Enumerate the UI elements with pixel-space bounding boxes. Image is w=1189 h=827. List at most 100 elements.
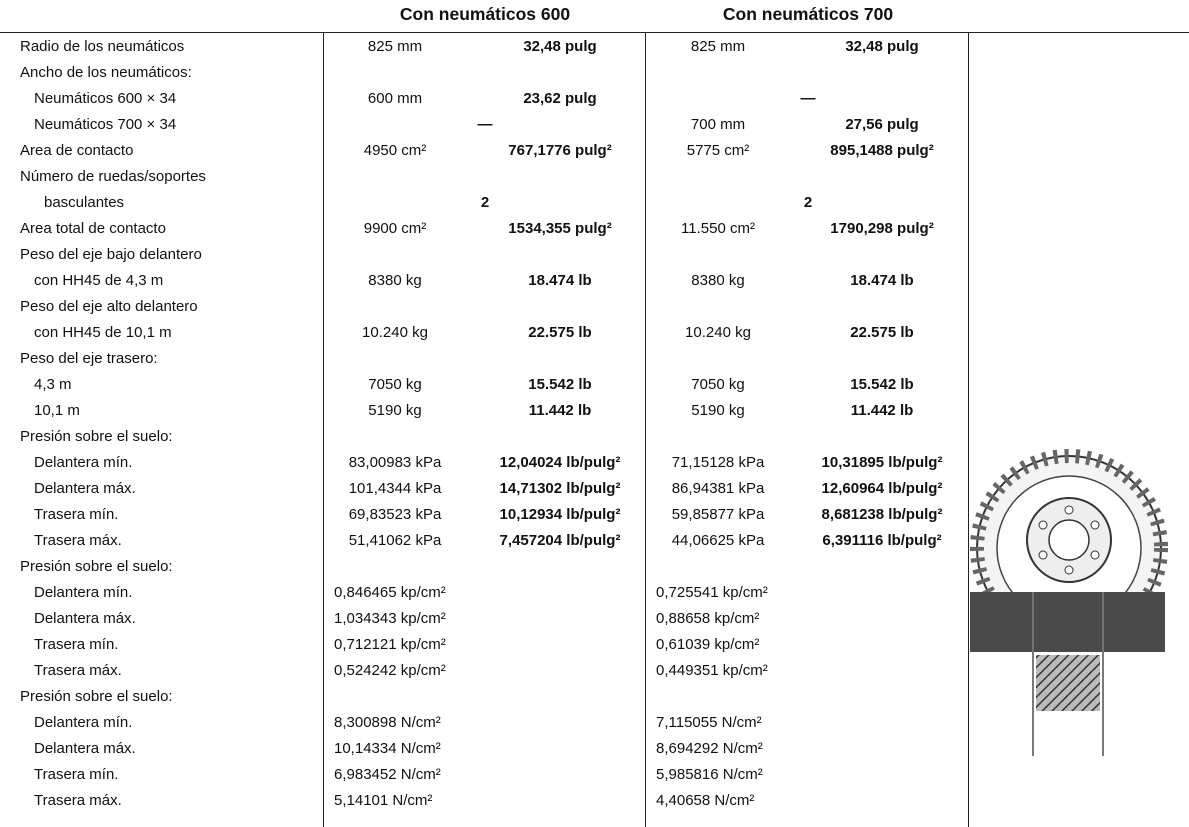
metric-value: 71,15128 kPa (671, 454, 765, 471)
column-header: Con neumáticos 700 (722, 4, 894, 24)
row-label: con HH45 de 10,1 m (34, 324, 172, 341)
row-label: Delantera mín. (34, 584, 133, 601)
metric-value: 10.240 kg (685, 324, 751, 341)
imperial-value: 15.542 lb (850, 376, 914, 393)
row-label: Presión sobre el suelo: (20, 558, 173, 575)
metric-value: 10,14334 N/cm² (334, 740, 441, 757)
column-rule (968, 32, 969, 827)
row-label: Peso del eje alto delantero (20, 298, 198, 315)
imperial-value: 10,12934 lb/pulg² (499, 506, 621, 523)
metric-value: 5,14101 N/cm² (334, 792, 433, 809)
metric-value: 51,41062 kPa (348, 532, 442, 549)
metric-value: 700 mm (690, 116, 746, 133)
metric-value: 0,61039 kp/cm² (656, 636, 760, 653)
metric-value: 825 mm (690, 38, 746, 55)
metric-value: 1,034343 kp/cm² (334, 610, 446, 627)
metric-value: 0,712121 kp/cm² (334, 636, 446, 653)
row-label: Presión sobre el suelo: (20, 688, 173, 705)
metric-value: 10.240 kg (362, 324, 428, 341)
imperial-value: 11.442 lb (850, 402, 914, 419)
row-label: Número de ruedas/soportes (20, 168, 206, 185)
imperial-value: 32,48 pulg (845, 38, 919, 55)
row-label: Neumáticos 600 × 34 (34, 90, 177, 107)
row-label: Area de contacto (20, 142, 134, 159)
metric-value: 8,300898 N/cm² (334, 714, 441, 731)
row-label: con HH45 de 4,3 m (34, 272, 164, 289)
metric-value: 101,4344 kPa (348, 480, 442, 497)
imperial-value: 8,681238 lb/pulg² (821, 506, 943, 523)
metric-value: 11.550 cm² (681, 220, 755, 237)
row-label: Peso del eje bajo delantero (20, 246, 202, 263)
row-label: Trasera mín. (34, 506, 119, 523)
imperial-value: 7,457204 lb/pulg² (499, 532, 621, 549)
imperial-value: 12,60964 lb/pulg² (821, 480, 943, 497)
metric-value: 44,06625 kPa (671, 532, 765, 549)
merged-value: — (800, 90, 816, 107)
column-rule (645, 32, 646, 827)
metric-value: 6,983452 N/cm² (334, 766, 441, 783)
metric-value: 69,83523 kPa (348, 506, 442, 523)
merged-value: — (477, 116, 493, 133)
metric-value: 0,524242 kp/cm² (334, 662, 446, 679)
row-label: Trasera máx. (34, 662, 122, 679)
row-label: Delantera mín. (34, 454, 133, 471)
metric-value: 5775 cm² (686, 142, 750, 159)
imperial-value: 767,1776 pulg² (508, 142, 612, 159)
metric-value: 83,00983 kPa (348, 454, 442, 471)
imperial-value: 6,391116 lb/pulg² (822, 532, 942, 549)
row-label: Delantera máx. (34, 610, 136, 627)
imperial-value: 10,31895 lb/pulg² (821, 454, 943, 471)
metric-value: 825 mm (367, 38, 423, 55)
metric-value: 9900 cm² (363, 220, 427, 237)
imperial-value: 1534,355 pulg² (508, 220, 612, 237)
metric-value: 5,985816 N/cm² (656, 766, 763, 783)
row-label: Trasera máx. (34, 792, 122, 809)
imperial-value: 14,71302 lb/pulg² (499, 480, 621, 497)
row-label: Peso del eje trasero: (20, 350, 158, 367)
row-label: Delantera máx. (34, 480, 136, 497)
metric-value: 600 mm (367, 90, 423, 107)
metric-value: 0,846465 kp/cm² (334, 584, 446, 601)
row-label: Area total de contacto (20, 220, 166, 237)
row-label: 10,1 m (34, 402, 80, 419)
row-label: Presión sobre el suelo: (20, 428, 173, 445)
row-label: Radio de los neumáticos (20, 38, 185, 55)
column-rule (323, 32, 324, 827)
metric-value: 8380 kg (368, 272, 422, 289)
metric-value: 7050 kg (368, 376, 422, 393)
column-header: Con neumáticos 600 (399, 4, 571, 24)
imperial-value: 22.575 lb (528, 324, 592, 341)
imperial-value: 18.474 lb (528, 272, 592, 289)
imperial-value: 1790,298 pulg² (830, 220, 934, 237)
row-label: Delantera mín. (34, 714, 133, 731)
row-label: basculantes (44, 194, 125, 211)
row-label: 4,3 m (34, 376, 72, 393)
imperial-value: 22.575 lb (850, 324, 914, 341)
header-rule (0, 32, 1189, 33)
merged-value: 2 (803, 194, 813, 211)
metric-value: 7050 kg (691, 376, 745, 393)
merged-value: 2 (480, 194, 490, 211)
metric-value: 4950 cm² (363, 142, 427, 159)
imperial-value: 23,62 pulg (523, 90, 597, 107)
row-label: Trasera mín. (34, 766, 119, 783)
metric-value: 0,449351 kp/cm² (656, 662, 768, 679)
imperial-value: 895,1488 pulg² (830, 142, 934, 159)
metric-value: 8,694292 N/cm² (656, 740, 763, 757)
row-label: Ancho de los neumáticos: (20, 64, 192, 81)
row-label: Trasera máx. (34, 532, 122, 549)
metric-value: 59,85877 kPa (671, 506, 765, 523)
metric-value: 0,88658 kp/cm² (656, 610, 760, 627)
metric-value: 5190 kg (691, 402, 745, 419)
metric-value: 7,115055 N/cm² (656, 714, 762, 731)
metric-value: 86,94381 kPa (671, 480, 765, 497)
row-label: Neumáticos 700 × 34 (34, 116, 177, 133)
imperial-value: 32,48 pulg (523, 38, 597, 55)
imperial-value: 15.542 lb (528, 376, 592, 393)
metric-value: 4,40658 N/cm² (656, 792, 755, 809)
metric-value: 8380 kg (691, 272, 745, 289)
row-label: Delantera máx. (34, 740, 136, 757)
metric-value: 5190 kg (368, 402, 422, 419)
